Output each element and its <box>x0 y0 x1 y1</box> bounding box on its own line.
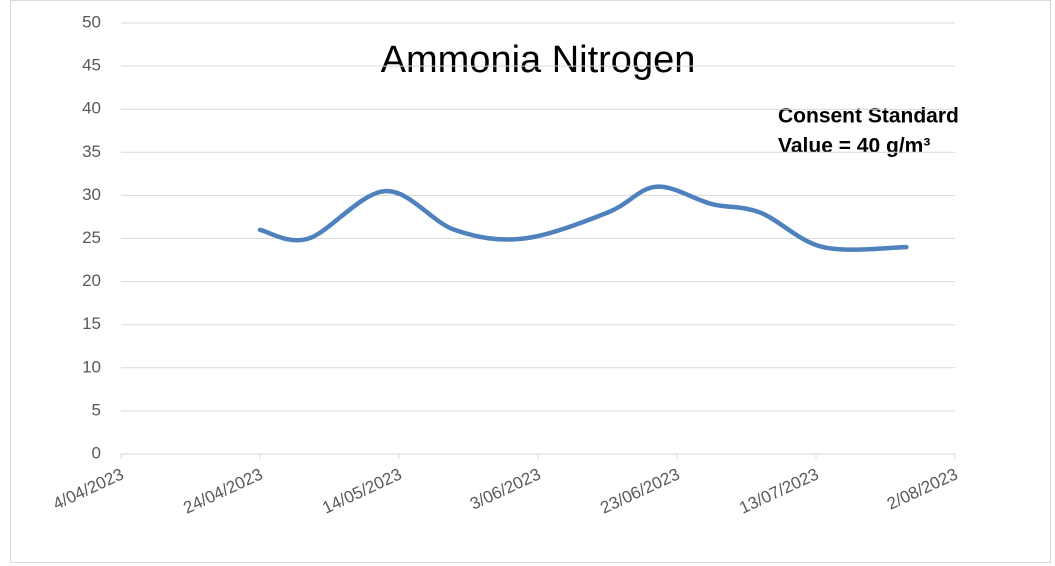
y-tick-label: 20 <box>82 271 101 290</box>
y-tick-label: 10 <box>82 357 101 376</box>
y-tick-label: 40 <box>82 99 101 118</box>
y-tick-label: 35 <box>82 142 101 161</box>
chart-title: Ammonia Nitrogen <box>381 39 696 81</box>
data-line <box>257 184 909 252</box>
y-tick-label: 50 <box>82 12 101 31</box>
annotation: Consent Standard <box>778 105 959 128</box>
y-tick-label: 15 <box>82 314 101 333</box>
y-tick-label: 25 <box>82 228 101 247</box>
y-tick-label: 30 <box>82 185 101 204</box>
y-tick-label: 45 <box>82 56 101 75</box>
annotation: Value = 40 g/m³ <box>778 135 930 158</box>
y-tick-label: 0 <box>92 443 101 462</box>
y-tick-label: 5 <box>92 400 101 419</box>
